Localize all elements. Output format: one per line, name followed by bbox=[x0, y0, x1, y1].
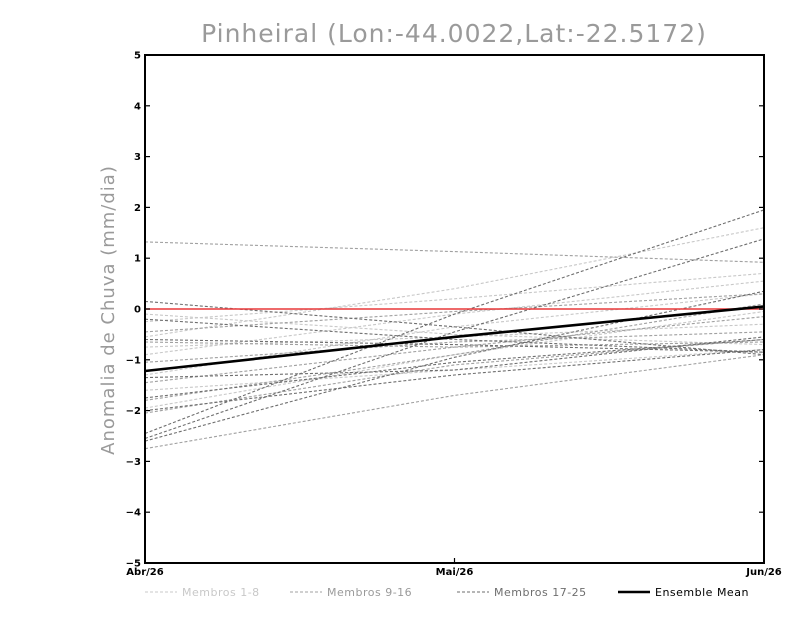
member-line-5 bbox=[144, 310, 765, 409]
member-line-17 bbox=[144, 209, 765, 435]
x-tick-label: Jun/26 bbox=[745, 567, 782, 578]
series-layer bbox=[144, 209, 765, 450]
member-line-10 bbox=[144, 354, 765, 450]
member-line-4 bbox=[144, 293, 765, 376]
y-tick-label: −5 bbox=[126, 559, 141, 570]
member-line-1 bbox=[144, 272, 765, 323]
y-tick-label: −4 bbox=[126, 508, 141, 519]
y-tick-label: 5 bbox=[134, 51, 141, 62]
ensemble-mean-layer bbox=[144, 305, 765, 373]
member-line-16 bbox=[144, 303, 765, 401]
member-line-9 bbox=[144, 241, 765, 263]
member-line-14 bbox=[144, 341, 765, 348]
member-line-2 bbox=[144, 227, 765, 338]
member-line-23 bbox=[144, 338, 765, 399]
member-line-15 bbox=[144, 338, 765, 414]
x-tick-label: Mai/26 bbox=[436, 567, 474, 578]
legend-label: Membros 1-8 bbox=[182, 586, 260, 599]
y-tick-label: 4 bbox=[134, 101, 141, 112]
member-line-6 bbox=[144, 313, 765, 346]
legend-label: Ensemble Mean bbox=[655, 586, 749, 599]
legend-label: Membros 17-25 bbox=[494, 586, 587, 599]
y-axis-label: Anomalia de Chuva (mm/dia) bbox=[98, 165, 119, 455]
legend: Membros 1-8 Membros 9-16 Membros 17-25 Ense… bbox=[145, 586, 749, 599]
y-tick-label: 0 bbox=[134, 305, 141, 316]
ensemble-mean-line bbox=[144, 305, 765, 373]
member-line-22 bbox=[144, 336, 765, 379]
axis-layer: −5 −4 −3 −2 −1 0 1 2 3 4 5 Abr/26 Mai/26 Jun/26 bbox=[126, 51, 782, 579]
member-line-19 bbox=[144, 290, 765, 442]
member-line-11 bbox=[144, 316, 765, 384]
chart-title: Pinheiral (Lon:-44.0022,Lat:-22.5172) bbox=[201, 19, 707, 48]
y-tick-label: 1 bbox=[134, 254, 141, 265]
y-tick-label: −1 bbox=[126, 355, 141, 366]
y-tick-label: 3 bbox=[134, 152, 141, 163]
legend-label: Membros 9-16 bbox=[327, 586, 412, 599]
member-line-7 bbox=[144, 349, 765, 391]
member-line-24 bbox=[144, 349, 765, 412]
member-line-25 bbox=[144, 338, 765, 353]
member-line-20 bbox=[144, 300, 765, 356]
member-line-18 bbox=[144, 238, 765, 440]
member-line-12 bbox=[144, 293, 765, 333]
member-line-13 bbox=[144, 331, 765, 363]
y-tick-label: −3 bbox=[126, 457, 141, 468]
y-tick-label: −2 bbox=[126, 406, 141, 417]
y-tick-label: 2 bbox=[134, 203, 141, 214]
member-line-8 bbox=[144, 323, 765, 348]
x-tick-label: Abr/26 bbox=[126, 567, 163, 578]
